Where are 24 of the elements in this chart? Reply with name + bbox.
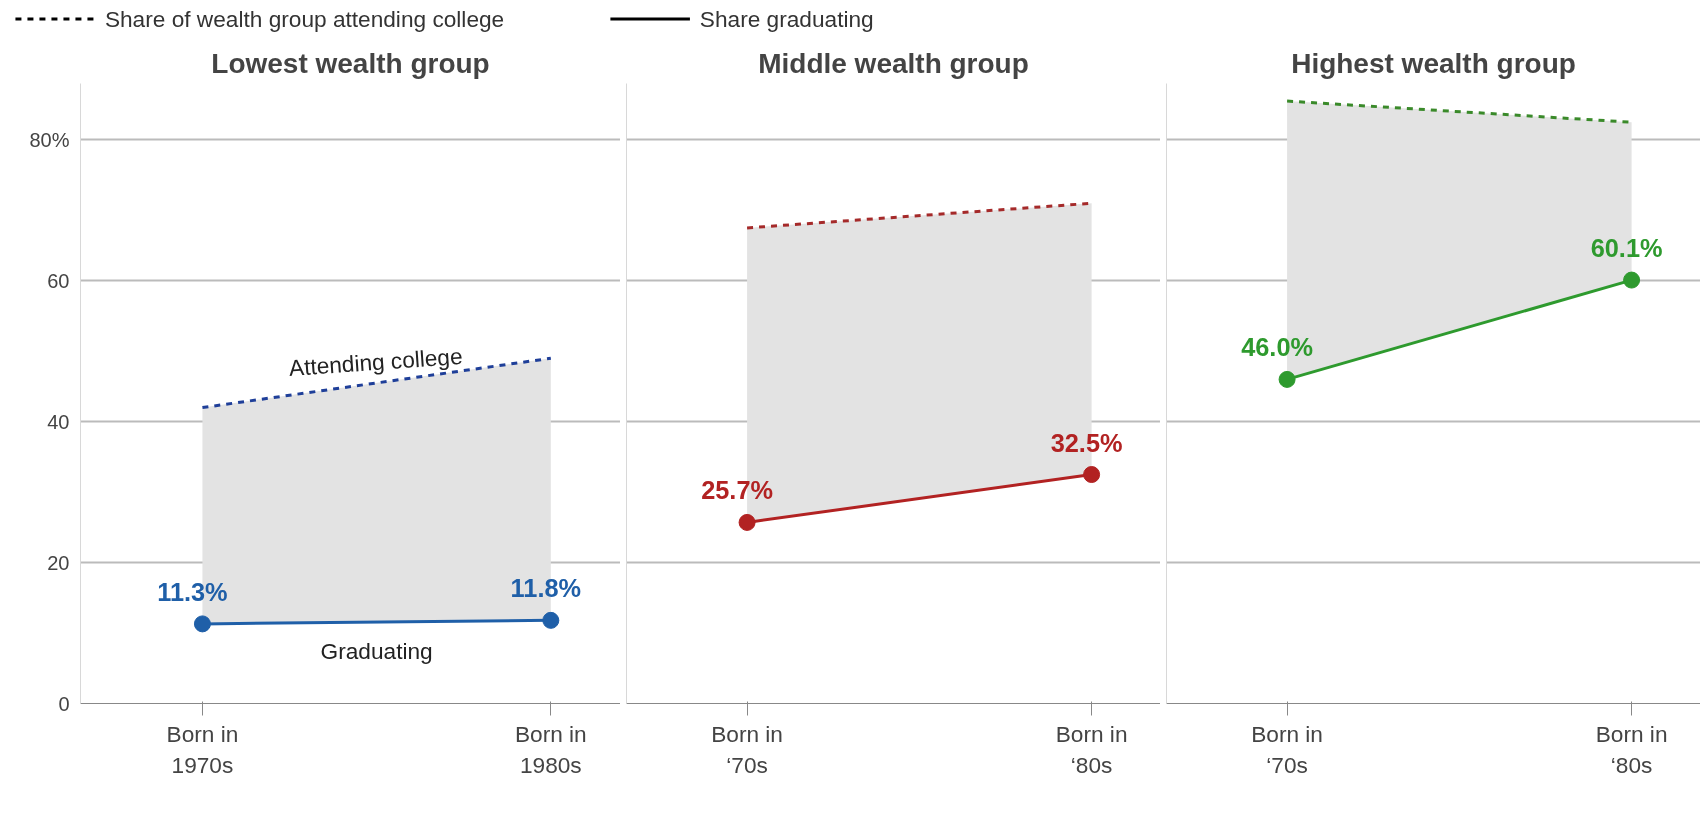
y-tick-label: 20	[47, 551, 70, 574]
chart-title: Highest wealth group	[1291, 47, 1576, 79]
x-tick-label: Born in 1980s	[514, 720, 587, 778]
data-label: 32.5%	[1050, 428, 1123, 457]
x-tick-label: Born in ‘80s	[1055, 720, 1128, 778]
y-tick-label: 60	[47, 269, 70, 292]
x-tick-label: Born in ‘80s	[1595, 720, 1668, 778]
y-tick-label: 0	[58, 692, 70, 715]
annotation: Attending college	[288, 342, 464, 382]
annotation: Graduating	[320, 638, 433, 665]
data-label: 60.1%	[1590, 234, 1663, 263]
x-tick-label: Born in ‘70s	[711, 720, 783, 778]
text: Share of wealth group attending college	[104, 6, 505, 32]
y-tick-label: 80%	[29, 128, 70, 151]
data-label: 25.7%	[701, 476, 773, 505]
x-tick-label: Born in 1970s	[166, 720, 239, 778]
data-label: 46.0%	[1241, 333, 1313, 362]
data-label: 11.3%	[157, 577, 228, 606]
data-label: 11.8%	[510, 574, 582, 603]
y-tick-label: 40	[47, 410, 70, 433]
chart-title: Lowest wealth group	[211, 47, 490, 79]
x-tick-label: Born in ‘70s	[1251, 720, 1323, 778]
text: Share graduating	[699, 6, 874, 32]
chart-title: Middle wealth group	[758, 47, 1029, 79]
